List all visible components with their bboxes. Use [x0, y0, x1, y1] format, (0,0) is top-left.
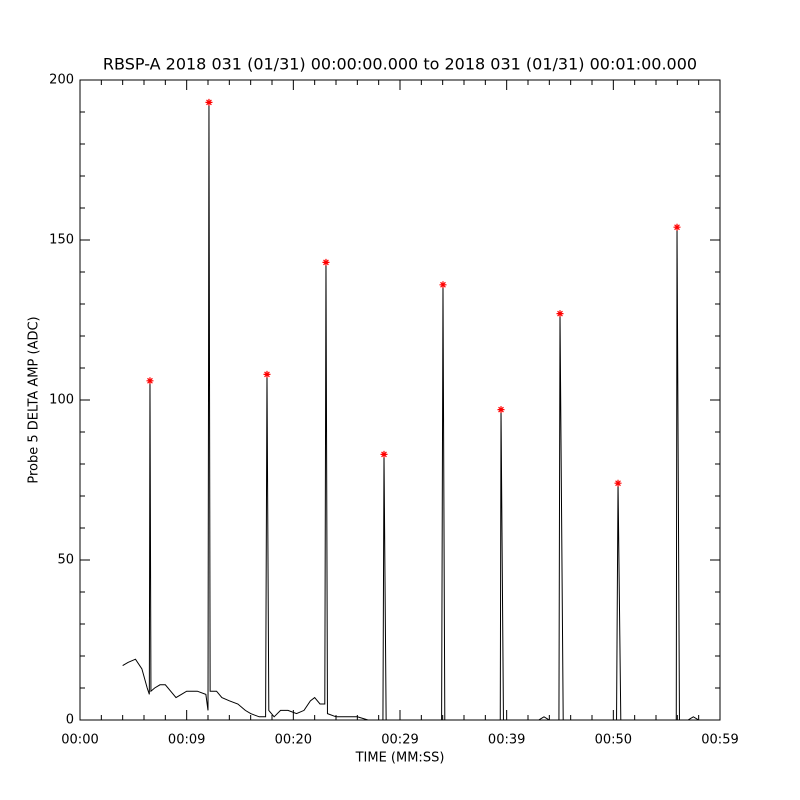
peak-marker: [614, 479, 622, 487]
peak-marker: [322, 258, 330, 266]
x-tick-label: 00:59: [701, 733, 738, 748]
x-tick-label: 00:50: [595, 733, 632, 748]
peak-marker: [439, 281, 447, 289]
trace-line: [122, 102, 699, 721]
peak-marker: [205, 98, 213, 106]
y-tick-label: 0: [66, 713, 74, 728]
peak-marker: [263, 370, 271, 378]
y-axis-label: Probe 5 DELTA AMP (ADC): [27, 316, 42, 483]
peak-marker: [673, 223, 681, 231]
chart-title: RBSP-A 2018 031 (01/31) 00:00:00.000 to …: [103, 55, 697, 74]
x-tick-label: 00:29: [381, 733, 418, 748]
peak-marker: [497, 406, 505, 414]
x-tick-label: 00:39: [488, 733, 525, 748]
peak-marker: [556, 310, 564, 318]
plot-frame: [79, 79, 721, 721]
x-tick-label: 00:20: [275, 733, 312, 748]
y-tick-label: 50: [57, 553, 74, 568]
y-tick-label: 200: [49, 73, 74, 88]
peak-marker: [380, 450, 388, 458]
x-axis-label: TIME (MM:SS): [355, 751, 445, 766]
y-tick-label: 150: [49, 233, 74, 248]
y-tick-label: 100: [49, 393, 74, 408]
x-tick-label: 00:00: [61, 733, 98, 748]
x-tick-label: 00:09: [168, 733, 205, 748]
peak-marker: [146, 377, 154, 385]
